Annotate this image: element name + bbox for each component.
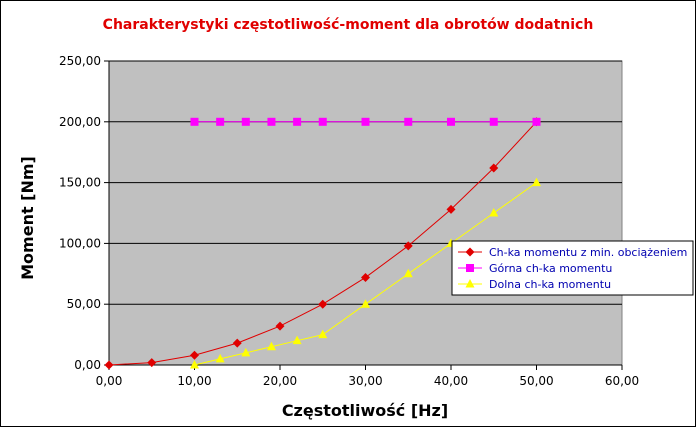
y-axis-title: Moment [Nm] (18, 156, 37, 280)
x-tick-label: 10,00 (177, 374, 211, 388)
data-point (147, 358, 157, 368)
data-point (318, 299, 328, 309)
series (190, 177, 541, 369)
data-point (489, 208, 499, 217)
legend-item: Górna ch-ka momentu (458, 262, 612, 275)
data-point (292, 335, 302, 345)
legend-label: Górna ch-ka momentu (489, 262, 612, 275)
data-point (403, 241, 413, 251)
data-point (446, 204, 456, 214)
data-point (404, 117, 413, 126)
data-point (318, 117, 327, 126)
data-point (267, 117, 276, 126)
legend-item: Dolna ch-ka momentu (458, 278, 611, 291)
data-point (215, 353, 225, 363)
data-point (489, 117, 498, 126)
x-tick-label: 20,00 (263, 374, 297, 388)
data-point (293, 117, 302, 126)
data-point (532, 177, 541, 187)
data-point (465, 279, 475, 288)
legend-box (451, 240, 694, 296)
data-point (403, 268, 413, 278)
data-point (447, 117, 455, 126)
data-point (241, 347, 251, 357)
data-point (232, 338, 242, 348)
legend-item: Ch-ka momentu z min. obciążeniem (458, 246, 687, 259)
series (190, 117, 541, 126)
x-tick-label: 60,00 (605, 374, 639, 388)
y-tick-label: 250,00 (59, 54, 101, 68)
legend-label: Dolna ch-ka momentu (489, 278, 611, 291)
data-point (190, 360, 199, 369)
y-tick-label: 0,00 (74, 358, 101, 372)
data-point (361, 117, 370, 126)
y-tick-label: 50,00 (67, 297, 101, 311)
y-tick-label: 200,00 (59, 115, 101, 129)
x-tick-label: 30,00 (348, 374, 382, 388)
data-point (190, 117, 199, 126)
data-point (318, 329, 328, 339)
data-point (361, 272, 370, 282)
data-point (104, 360, 114, 370)
data-point (532, 117, 541, 126)
x-tick-label: 0,00 (96, 374, 123, 388)
data-point (361, 299, 370, 308)
chart-title: Charakterystyki częstotliwość-moment dla… (103, 17, 594, 33)
data-point (489, 163, 499, 173)
plot-area (108, 60, 623, 366)
y-tick-label: 150,00 (59, 176, 101, 190)
data-point (266, 341, 276, 351)
series-group (104, 117, 541, 370)
legend: Ch-ka momentu z min. obciążeniem Górna ch… (451, 240, 694, 296)
data-point (275, 321, 285, 331)
data-point (466, 264, 474, 272)
data-point (216, 117, 225, 126)
tick-labels: 0,00 50,00 100,00 150,00 200,00 250,00 0,00 10,… (59, 54, 639, 388)
x-tick-label: 40,00 (434, 374, 468, 388)
data-point (190, 350, 199, 360)
x-tick-label: 50,00 (519, 374, 553, 388)
legend-label: Ch-ka momentu z min. obciążeniem (489, 246, 687, 259)
x-axis-title: Częstotliwość [Hz] (282, 401, 448, 420)
y-tick-label: 100,00 (59, 236, 101, 250)
data-point (465, 247, 475, 257)
data-point (241, 117, 250, 126)
